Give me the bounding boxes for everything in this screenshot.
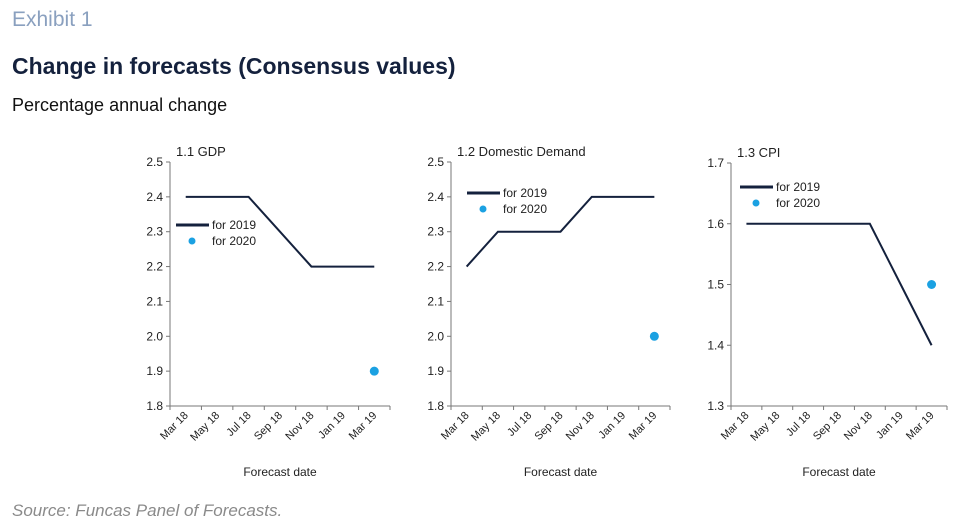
y-tick-label: 1.5 [707,278,724,292]
x-tick-label: Mar 19 [347,410,380,443]
legend-label: for 2019 [212,218,256,232]
legend-label: for 2019 [503,186,547,200]
y-tick-label: 2.2 [146,260,163,274]
y-tick-label: 2.0 [427,329,444,343]
chart-panel-2: 1.2 Domestic Demand 1.8 1.9 2.0 2.1 2.2 2.3 2.4… [427,144,671,479]
x-tick-label: Jul 18 [224,410,253,439]
x-axis-title: Forecast date [243,465,317,479]
x-tick-label: Sep 18 [811,410,844,443]
y-tick-label: 1.9 [146,364,163,378]
legend-label: for 2020 [776,196,820,210]
series-line-1 [465,195,655,268]
y-tick-label: 1.9 [427,364,444,378]
x-tick-label: Nov 18 [842,410,875,443]
y-tick-label: 2.5 [146,155,163,169]
y-tick-label: 2.0 [146,329,163,343]
legend-swatch-dot [479,205,487,213]
x-tick-label: Mar 19 [904,410,937,443]
source-note: Source: Funcas Panel of Forecasts. [12,501,283,520]
x-tick-label: Mar 19 [627,410,660,443]
x-tick-label: Jan 19 [596,410,628,442]
x-tick-label: Jan 19 [874,410,906,442]
chart-legend: for 2019 for 2020 [740,180,820,210]
legend-swatch-dot [188,237,196,245]
chart-title: 1.3 CPI [737,145,780,160]
y-tick-label: 2.4 [427,190,444,204]
y-tick-label: 2.5 [427,155,444,169]
x-tick-label: Sep 18 [252,410,285,443]
x-tick-label: May 18 [748,410,782,444]
chart-title: 1.2 Domestic Demand [457,144,586,159]
y-tick-label: 2.3 [146,225,163,239]
chart-panel-1: 1.1 GDP 1.8 1.9 2.0 2.1 2.2 2.3 2.4 2.5 Mar 18May… [146,144,391,479]
legend-swatch-dot [752,199,760,207]
x-axis-title: Forecast date [802,465,876,479]
x-tick-label: Mar 18 [719,410,752,443]
x-tick-label: May 18 [469,410,503,444]
x-tick-label: Sep 18 [532,410,565,443]
series-point [649,331,659,341]
x-tick-label: Mar 18 [439,410,472,443]
y-tick-label: 1.7 [707,156,724,170]
x-tick-label: May 18 [188,410,222,444]
chart-title: 1.1 GDP [176,144,226,159]
y-tick-label: 2.1 [146,294,163,308]
y-tick-label: 2.3 [427,225,444,239]
series-line-1 [746,222,933,346]
x-tick-label: Mar 18 [158,410,191,443]
x-tick-label: Jul 18 [784,410,813,439]
series-point [927,280,937,289]
y-tick-label: 2.2 [427,260,444,274]
legend-label: for 2020 [503,202,547,216]
legend-label: for 2019 [776,180,820,194]
page-subtitle: Percentage annual change [12,95,228,115]
x-axis-title: Forecast date [524,465,598,479]
x-tick-label: Nov 18 [564,410,597,443]
x-tick-label: Nov 18 [283,410,316,443]
y-tick-label: 2.1 [427,294,444,308]
chart-legend: for 2019 for 2020 [467,186,547,216]
chart-legend: for 2019 for 2020 [176,218,256,248]
series-point [369,366,379,376]
exhibit-label: Exhibit 1 [12,8,93,31]
series-line-1 [185,195,375,268]
y-tick-label: 1.6 [707,217,724,231]
y-tick-label: 1.4 [707,338,724,352]
y-tick-label: 1.3 [707,399,724,413]
legend-label: for 2020 [212,234,256,248]
page-title: Change in forecasts (Consensus values) [12,53,456,79]
x-tick-label: Jan 19 [316,410,348,442]
y-tick-label: 1.8 [146,399,163,413]
y-tick-label: 2.4 [146,190,163,204]
y-tick-label: 1.8 [427,399,444,413]
x-tick-label: Jul 18 [505,410,534,439]
